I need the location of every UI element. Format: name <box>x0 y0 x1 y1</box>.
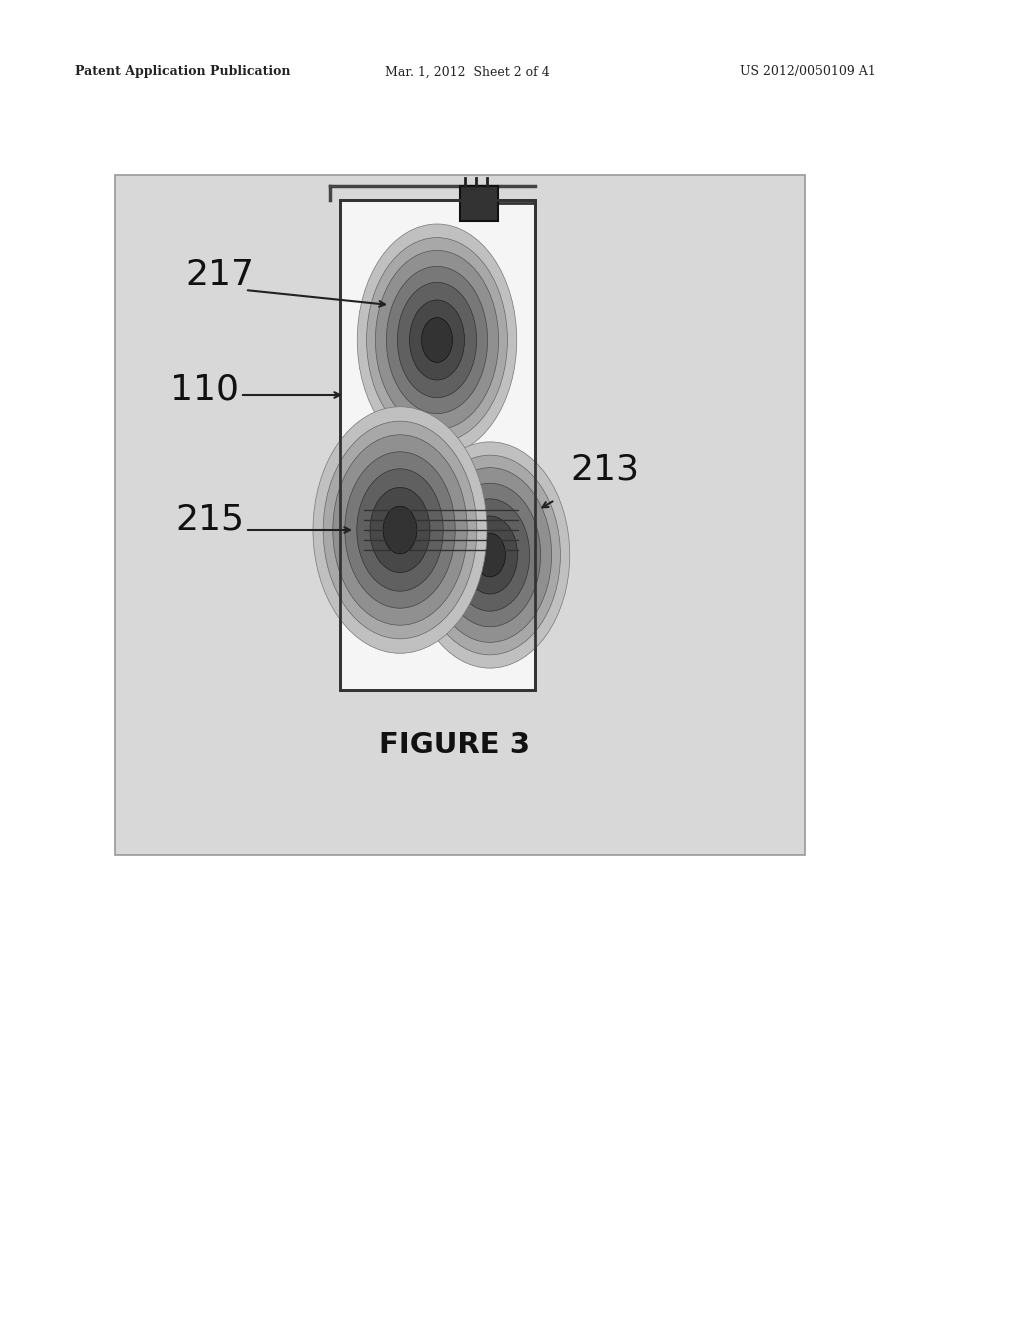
Text: 217: 217 <box>185 257 254 292</box>
Ellipse shape <box>370 487 430 573</box>
Bar <box>340 201 535 690</box>
Ellipse shape <box>397 282 476 397</box>
Ellipse shape <box>422 318 453 363</box>
Ellipse shape <box>410 300 465 380</box>
Text: 215: 215 <box>175 503 244 537</box>
Ellipse shape <box>386 267 487 413</box>
Bar <box>460 186 498 220</box>
Ellipse shape <box>376 251 499 429</box>
Ellipse shape <box>474 533 506 577</box>
Text: 110: 110 <box>170 374 239 407</box>
Ellipse shape <box>356 469 443 591</box>
Bar <box>115 176 805 855</box>
Text: Patent Application Publication: Patent Application Publication <box>75 66 291 78</box>
Text: FIGURE 3: FIGURE 3 <box>380 731 530 759</box>
Ellipse shape <box>463 516 517 594</box>
Bar <box>340 201 535 690</box>
Ellipse shape <box>383 506 417 554</box>
Ellipse shape <box>411 442 569 668</box>
Ellipse shape <box>313 407 487 653</box>
Ellipse shape <box>367 238 508 442</box>
Ellipse shape <box>451 499 529 611</box>
Ellipse shape <box>345 451 456 609</box>
Ellipse shape <box>428 467 552 643</box>
Ellipse shape <box>324 421 477 639</box>
Text: US 2012/0050109 A1: US 2012/0050109 A1 <box>740 66 876 78</box>
Ellipse shape <box>439 483 541 627</box>
Ellipse shape <box>357 224 517 455</box>
Text: Mar. 1, 2012  Sheet 2 of 4: Mar. 1, 2012 Sheet 2 of 4 <box>385 66 550 78</box>
Ellipse shape <box>333 434 467 626</box>
Ellipse shape <box>420 455 560 655</box>
Text: 213: 213 <box>570 453 639 487</box>
